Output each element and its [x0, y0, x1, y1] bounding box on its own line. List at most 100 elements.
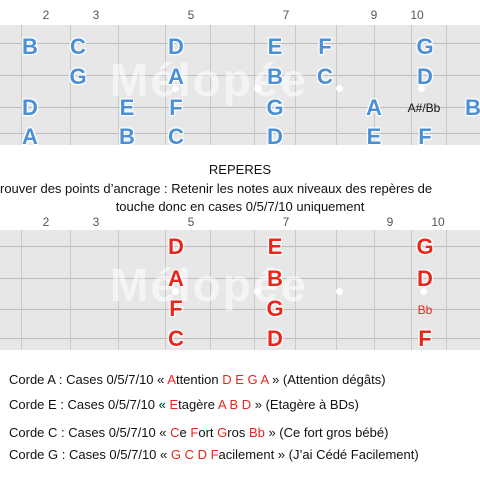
note-label: B [22, 34, 38, 59]
note-label: Bb [417, 303, 433, 317]
note-label: E [366, 124, 382, 145]
rule-text: tagère [178, 397, 218, 412]
fret-line [446, 230, 447, 350]
string-line [0, 338, 480, 339]
rule-text: e [179, 425, 191, 440]
rule-prefix: Corde C : Cases 0/5/7/10 « [9, 425, 171, 440]
rule-text: ort [198, 425, 218, 440]
fret-line [70, 230, 71, 350]
rule-highlight: E [169, 397, 179, 412]
note-label: A [22, 124, 38, 145]
note-label: G [416, 34, 434, 59]
note-label: F [418, 326, 432, 350]
section-text-line-2: touche donc en cases 0/5/7/10 uniquement [115, 199, 365, 214]
string-line [0, 278, 480, 279]
fret-number: 9 [370, 8, 378, 22]
rule-suffix: » (J’ai Cédé Facilement) [274, 447, 419, 462]
note-label: A [168, 64, 184, 89]
note-label: D [417, 266, 433, 291]
fret-marker-dot [254, 288, 261, 295]
rule-highlight: Bb [248, 425, 265, 440]
rule-suffix: » (Etagère à BDs) [251, 397, 359, 412]
rule-highlight: F [190, 425, 199, 440]
rule-line-g: Corde G : Cases 0/5/7/10 « G C D Facilem… [9, 447, 419, 462]
note-label: E [267, 34, 283, 59]
fret-number: 10 [431, 215, 445, 229]
rule-highlight: G C D F [170, 447, 219, 462]
note-label: E [119, 95, 135, 120]
note-label: E [267, 234, 283, 259]
fret-line [374, 25, 375, 145]
note-label: B [465, 95, 480, 120]
note-label: A [168, 266, 184, 291]
fret-marker-dot [172, 85, 179, 92]
fret-line [295, 230, 296, 350]
section-title: REPERES [208, 162, 272, 177]
watermark: Mélopée [110, 259, 309, 311]
section-text-line-1: rouver des points d’ancrage : Retenir le… [0, 181, 433, 196]
rule-highlight: G [217, 425, 228, 440]
fret-line [210, 25, 211, 145]
string-line [0, 309, 480, 310]
watermark: Mélopée [110, 54, 309, 106]
fret-marker-dot [420, 288, 427, 295]
string-line [0, 133, 480, 134]
note-label: A [366, 95, 382, 120]
note-label: F [418, 124, 432, 145]
fret-number: 5 [187, 215, 195, 229]
fret-number: 9 [386, 215, 394, 229]
fretboard-bottom: Mélopée D E G A B D F G Bb C D F [0, 230, 480, 350]
note-label: D [267, 326, 283, 350]
fret-line [210, 230, 211, 350]
note-label: F [169, 296, 183, 321]
string-line [0, 246, 480, 247]
fret-line [21, 230, 22, 350]
fret-line [446, 25, 447, 145]
fret-marker-dot [336, 85, 343, 92]
string-line [0, 43, 480, 44]
fret-number: 5 [187, 8, 195, 22]
fret-number: 7 [282, 215, 290, 229]
fret-marker-dot [418, 85, 425, 92]
note-label: F [169, 95, 183, 120]
rule-highlight: C [170, 425, 180, 440]
string-line [0, 75, 480, 76]
note-label: C [168, 326, 184, 350]
rule-suffix: » (Attention dégâts) [268, 372, 386, 387]
note-label: C [70, 34, 86, 59]
fret-line [70, 25, 71, 145]
note-label: B [267, 266, 283, 291]
fret-number: 10 [410, 8, 424, 22]
fret-line [118, 25, 119, 145]
fret-line [21, 25, 22, 145]
rule-prefix: Corde A : Cases 0/5/7/10 « [9, 372, 168, 387]
note-label: G [266, 296, 284, 321]
fret-line [411, 230, 412, 350]
rule-highlight: A [167, 372, 176, 387]
fret-line [374, 230, 375, 350]
note-label: G [266, 95, 284, 120]
rule-text: ros [227, 425, 249, 440]
rule-line-e: Corde E : Cases 0/5/7/10 « Etagère A B D… [9, 397, 359, 412]
rule-line-a: Corde A : Cases 0/5/7/10 « Attention D E… [9, 372, 386, 387]
rule-text: ttention [175, 372, 223, 387]
note-label: D [267, 124, 283, 145]
note-label: D [417, 64, 433, 89]
fret-number: 3 [92, 8, 100, 22]
fret-number: 2 [42, 8, 50, 22]
rule-highlight: A B D [217, 397, 252, 412]
rule-text: acilement [218, 447, 275, 462]
fretboard-top: Mélopée B C D E F G G A B C D D E F G A … [0, 25, 480, 145]
note-label: D [168, 34, 184, 59]
fret-marker-dot [172, 288, 179, 295]
fret-number: 7 [282, 8, 290, 22]
fret-marker-dot [254, 85, 261, 92]
fret-number: 2 [42, 215, 50, 229]
note-label: G [69, 64, 87, 89]
fret-marker-dot [336, 288, 343, 295]
fret-line [165, 230, 166, 350]
rule-prefix: Corde E : Cases 0/5/7/10 « [9, 397, 170, 412]
note-label: C [168, 124, 184, 145]
rule-highlight: D E G A [222, 372, 269, 387]
note-label: B [267, 64, 283, 89]
